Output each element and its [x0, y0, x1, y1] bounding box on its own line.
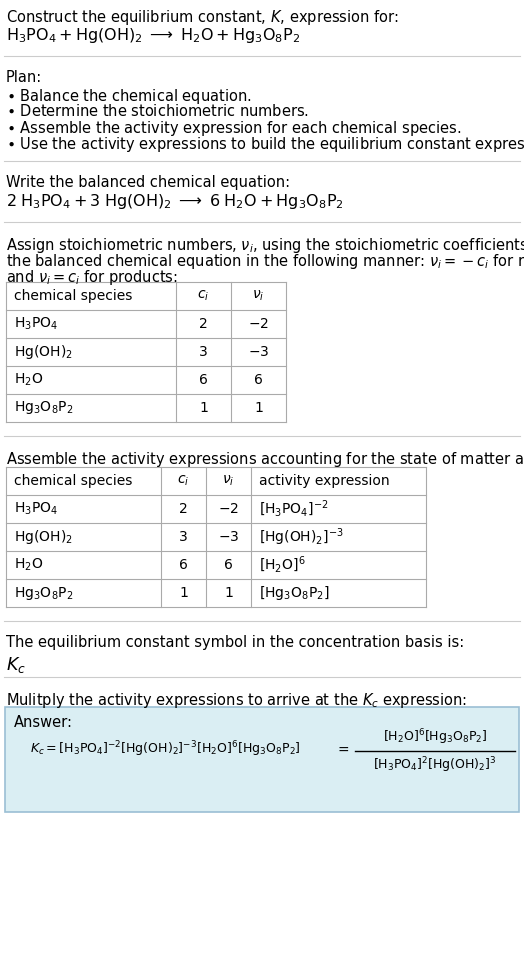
- Text: Write the balanced chemical equation:: Write the balanced chemical equation:: [6, 175, 290, 190]
- Text: Construct the equilibrium constant, $K$, expression for:: Construct the equilibrium constant, $K$,…: [6, 8, 399, 27]
- Text: and $\nu_i = c_i$ for products:: and $\nu_i = c_i$ for products:: [6, 268, 178, 287]
- Text: chemical species: chemical species: [14, 474, 133, 488]
- Text: Answer:: Answer:: [14, 715, 73, 730]
- Text: $[\mathrm{Hg_3O_8P_2}]$: $[\mathrm{Hg_3O_8P_2}]$: [259, 584, 330, 602]
- Text: $[\mathrm{H_2O}]^6 [\mathrm{Hg_3O_8P_2}]$: $[\mathrm{H_2O}]^6 [\mathrm{Hg_3O_8P_2}]…: [383, 727, 487, 746]
- Text: $-3$: $-3$: [218, 530, 239, 544]
- Text: $K_c$: $K_c$: [6, 655, 26, 675]
- Text: $[\mathrm{H_2O}]^{6}$: $[\mathrm{H_2O}]^{6}$: [259, 555, 305, 575]
- Text: 3: 3: [199, 345, 208, 359]
- Text: $\mathrm{Hg_3O_8P_2}$: $\mathrm{Hg_3O_8P_2}$: [14, 400, 73, 417]
- Text: $K_c = [\mathrm{H_3PO_4}]^{-2} [\mathrm{Hg(OH)_2}]^{-3} [\mathrm{H_2O}]^{6} [\ma: $K_c = [\mathrm{H_3PO_4}]^{-2} [\mathrm{…: [30, 740, 301, 759]
- Text: 6: 6: [254, 373, 263, 387]
- Text: The equilibrium constant symbol in the concentration basis is:: The equilibrium constant symbol in the c…: [6, 635, 464, 650]
- Text: $-2$: $-2$: [218, 502, 239, 516]
- Text: Mulitply the activity expressions to arrive at the $K_c$ expression:: Mulitply the activity expressions to arr…: [6, 691, 467, 710]
- Text: $=$: $=$: [335, 742, 350, 756]
- Text: $\mathrm{Hg(OH)_2}$: $\mathrm{Hg(OH)_2}$: [14, 343, 73, 361]
- Text: the balanced chemical equation in the following manner: $\nu_i = -c_i$ for react: the balanced chemical equation in the fo…: [6, 252, 524, 271]
- Text: Assign stoichiometric numbers, $\nu_i$, using the stoichiometric coefficients, $: Assign stoichiometric numbers, $\nu_i$, …: [6, 236, 524, 255]
- Text: 3: 3: [179, 530, 188, 544]
- Text: $\bullet$ Balance the chemical equation.: $\bullet$ Balance the chemical equation.: [6, 87, 252, 106]
- Text: 1: 1: [254, 401, 263, 415]
- Text: $\mathrm{H_2O}$: $\mathrm{H_2O}$: [14, 372, 43, 388]
- Text: $\bullet$ Assemble the activity expression for each chemical species.: $\bullet$ Assemble the activity expressi…: [6, 119, 461, 138]
- Text: 6: 6: [224, 558, 233, 572]
- Text: $\mathrm{Hg_3O_8P_2}$: $\mathrm{Hg_3O_8P_2}$: [14, 585, 73, 602]
- Text: $\bullet$ Determine the stoichiometric numbers.: $\bullet$ Determine the stoichiometric n…: [6, 103, 309, 119]
- Text: $\nu_i$: $\nu_i$: [252, 289, 265, 303]
- Text: 6: 6: [199, 373, 208, 387]
- Text: $-3$: $-3$: [248, 345, 269, 359]
- Text: 1: 1: [199, 401, 208, 415]
- Text: Plan:: Plan:: [6, 70, 42, 85]
- Text: $\mathrm{2\;H_3PO_4 + 3\;Hg(OH)_2 \;\longrightarrow\; 6\;H_2O + Hg_3O_8P_2}$: $\mathrm{2\;H_3PO_4 + 3\;Hg(OH)_2 \;\lon…: [6, 192, 344, 211]
- Text: activity expression: activity expression: [259, 474, 390, 488]
- Text: Assemble the activity expressions accounting for the state of matter and $\nu_i$: Assemble the activity expressions accoun…: [6, 450, 524, 469]
- Text: $[\mathrm{H_3PO_4}]^{-2}$: $[\mathrm{H_3PO_4}]^{-2}$: [259, 499, 329, 519]
- Text: $c_i$: $c_i$: [177, 474, 190, 488]
- Text: 1: 1: [224, 586, 233, 600]
- Text: 2: 2: [179, 502, 188, 516]
- Text: $\nu_i$: $\nu_i$: [222, 474, 235, 488]
- Bar: [5, 707, 519, 812]
- Text: chemical species: chemical species: [14, 289, 133, 303]
- Text: 1: 1: [179, 586, 188, 600]
- Text: $[\mathrm{Hg(OH)_2}]^{-3}$: $[\mathrm{Hg(OH)_2}]^{-3}$: [259, 526, 344, 548]
- Text: $\mathrm{H_3PO_4 + Hg(OH)_2 \;\longrightarrow\; H_2O + Hg_3O_8P_2}$: $\mathrm{H_3PO_4 + Hg(OH)_2 \;\longright…: [6, 26, 300, 45]
- Text: $\mathrm{H_2O}$: $\mathrm{H_2O}$: [14, 557, 43, 573]
- Text: $c_i$: $c_i$: [198, 289, 210, 303]
- Text: 2: 2: [199, 317, 208, 331]
- Text: $-2$: $-2$: [248, 317, 269, 331]
- Text: $\mathrm{H_3PO_4}$: $\mathrm{H_3PO_4}$: [14, 316, 58, 332]
- Text: 6: 6: [179, 558, 188, 572]
- Text: $\bullet$ Use the activity expressions to build the equilibrium constant express: $\bullet$ Use the activity expressions t…: [6, 135, 524, 154]
- Text: $\mathrm{Hg(OH)_2}$: $\mathrm{Hg(OH)_2}$: [14, 528, 73, 546]
- Text: $\mathrm{H_3PO_4}$: $\mathrm{H_3PO_4}$: [14, 501, 58, 517]
- Text: $[\mathrm{H_3PO_4}]^2 [\mathrm{Hg(OH)_2}]^3$: $[\mathrm{H_3PO_4}]^2 [\mathrm{Hg(OH)_2}…: [373, 755, 497, 775]
